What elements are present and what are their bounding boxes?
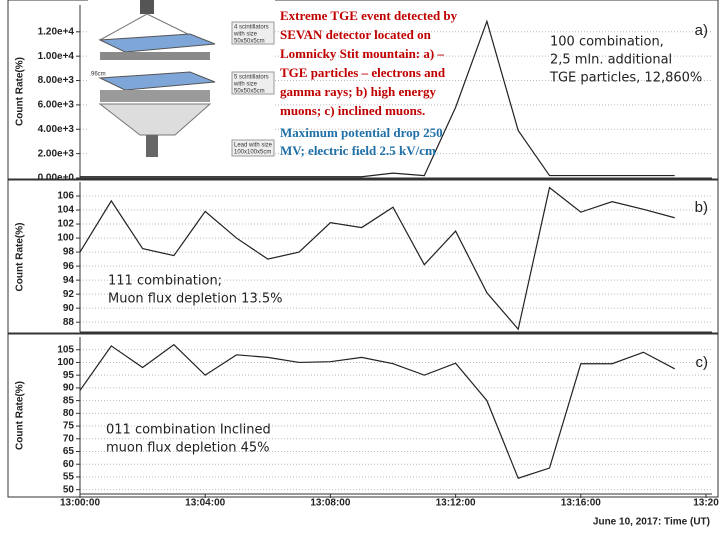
figure-label: 4 scintillators bbox=[234, 25, 269, 31]
figure-lead-2 bbox=[100, 90, 210, 102]
x-tick-label: 13:08:00 bbox=[310, 498, 350, 509]
y-tick-label: 1.20e+4 bbox=[38, 26, 75, 37]
annotation: 111 combination; bbox=[108, 274, 222, 289]
figure-label: Lead with size bbox=[234, 143, 273, 149]
panel: Count Rate(%) 88 90 92 94 96 98 100 102 104 106 b) 1… bbox=[7, 179, 719, 334]
y-tick-label: 65 bbox=[63, 446, 75, 457]
description-red: gamma rays; b) high energy bbox=[280, 84, 436, 99]
y-tick-label: 96 bbox=[63, 261, 75, 272]
figure-label-box bbox=[231, 71, 275, 95]
y-tick-label: 88 bbox=[63, 317, 75, 328]
y-tick-label: 2.00e+3 bbox=[38, 148, 75, 159]
y-axis-label: Count Rate(%) bbox=[15, 57, 26, 126]
y-tick-label: 75 bbox=[63, 421, 75, 432]
figure-label-box bbox=[231, 21, 275, 45]
y-tick-label: 90 bbox=[63, 303, 75, 314]
x-tick-label: 13:04:00 bbox=[185, 498, 225, 509]
annotation: 011 combination Inclined bbox=[106, 423, 271, 438]
y-tick-label: 4.00e+3 bbox=[38, 124, 75, 135]
y-tick-label: 0.00e+0 bbox=[38, 173, 75, 184]
description-red: TGE particles – electrons and bbox=[280, 65, 446, 80]
y-axis-label: Count Rate(%) bbox=[15, 381, 26, 450]
panel-label: c) bbox=[696, 354, 709, 371]
line-series bbox=[79, 343, 675, 479]
y-tick-label: 100 bbox=[57, 357, 74, 368]
annotation: TGE particles, 12,860% bbox=[549, 71, 702, 86]
figure-label: with size bbox=[233, 32, 258, 38]
figure-label-box bbox=[231, 139, 275, 157]
description-red: Extreme TGE event detected by bbox=[280, 8, 458, 23]
y-tick-label: 90 bbox=[63, 383, 75, 394]
figure-mid-layer bbox=[98, 71, 216, 91]
y-tick-label: 98 bbox=[63, 247, 75, 258]
y-tick-label: 8.00e+3 bbox=[38, 75, 75, 86]
annotation: 100 combination, bbox=[550, 35, 664, 50]
panel-label: a) bbox=[695, 22, 708, 39]
y-tick-label: 104 bbox=[57, 205, 74, 216]
figure-label: 100x100x5cm bbox=[234, 150, 271, 156]
annotation: muon flux depletion 45% bbox=[106, 441, 270, 456]
description-red: Lomnicky Stit mountain: a) – bbox=[280, 46, 444, 61]
description-red: SEVAN detector located on bbox=[280, 27, 432, 42]
panel-frame bbox=[7, 0, 719, 180]
annotation: Muon flux depletion 13.5% bbox=[108, 292, 282, 307]
description-blue: MV; electric field 2.5 kV/cm bbox=[280, 143, 436, 158]
detector-figure: 4 scintillators with size 50x50x5cm 96cm… bbox=[88, 0, 275, 166]
x-tick-label: 13:16:00 bbox=[561, 498, 601, 509]
y-tick-label: 105 bbox=[57, 344, 74, 355]
y-tick-label: 80 bbox=[63, 408, 75, 419]
y-tick-label: 70 bbox=[63, 433, 75, 444]
figure-label: 96cm bbox=[91, 72, 106, 78]
x-tick-label: 13:12:00 bbox=[436, 498, 476, 509]
y-tick-label: 95 bbox=[63, 370, 75, 381]
figure-hook bbox=[140, 0, 154, 14]
y-tick-label: 1.00e+4 bbox=[38, 51, 75, 62]
y-tick-label: 6.00e+3 bbox=[38, 100, 75, 111]
line-series bbox=[79, 186, 675, 331]
plots: Count Rate(%) 0.00e+0 2.00e+3 4.00e+3 6.00e+… bbox=[7, 0, 719, 528]
y-tick-label: 102 bbox=[57, 219, 74, 230]
y-axis-label: Count Rate(%) bbox=[15, 223, 26, 292]
x-tick-label: 13:20 bbox=[693, 498, 719, 509]
description-blue: Maximum potential drop 250 bbox=[280, 125, 443, 140]
y-tick-label: 60 bbox=[63, 459, 75, 470]
y-tick-label: 55 bbox=[63, 472, 75, 483]
y-tick-label: 106 bbox=[57, 191, 74, 202]
annotation: 2,5 mln. additional bbox=[550, 53, 672, 68]
figure-label: 50x50x5cm bbox=[234, 89, 265, 95]
figure-label: 50x50x5cm bbox=[234, 39, 265, 45]
y-tick-label: 94 bbox=[63, 275, 75, 286]
description-red: muons; c) inclined muons. bbox=[280, 103, 425, 118]
figure-lead bbox=[100, 52, 210, 60]
y-tick-label: 85 bbox=[63, 395, 75, 406]
x-tick-label: 13:00:00 bbox=[60, 498, 100, 509]
y-tick-label: 100 bbox=[57, 233, 74, 244]
panel-frame bbox=[7, 179, 719, 334]
x-axis-label: June 10, 2017: Time (UT) bbox=[593, 517, 710, 528]
y-tick-label: 92 bbox=[63, 289, 75, 300]
figure-cone bbox=[98, 103, 212, 136]
panel: Count Rate(%)505560657075808590951001051… bbox=[7, 333, 719, 528]
figure-pipe bbox=[146, 135, 158, 157]
line-series bbox=[80, 19, 675, 178]
figure-top-layer bbox=[98, 33, 216, 53]
figure-label: with size bbox=[233, 82, 258, 88]
y-tick-label: 50 bbox=[63, 484, 75, 495]
panel-label: b) bbox=[695, 199, 708, 216]
figure-label: 5 scintillators bbox=[234, 75, 269, 81]
panel-frame bbox=[7, 333, 719, 498]
